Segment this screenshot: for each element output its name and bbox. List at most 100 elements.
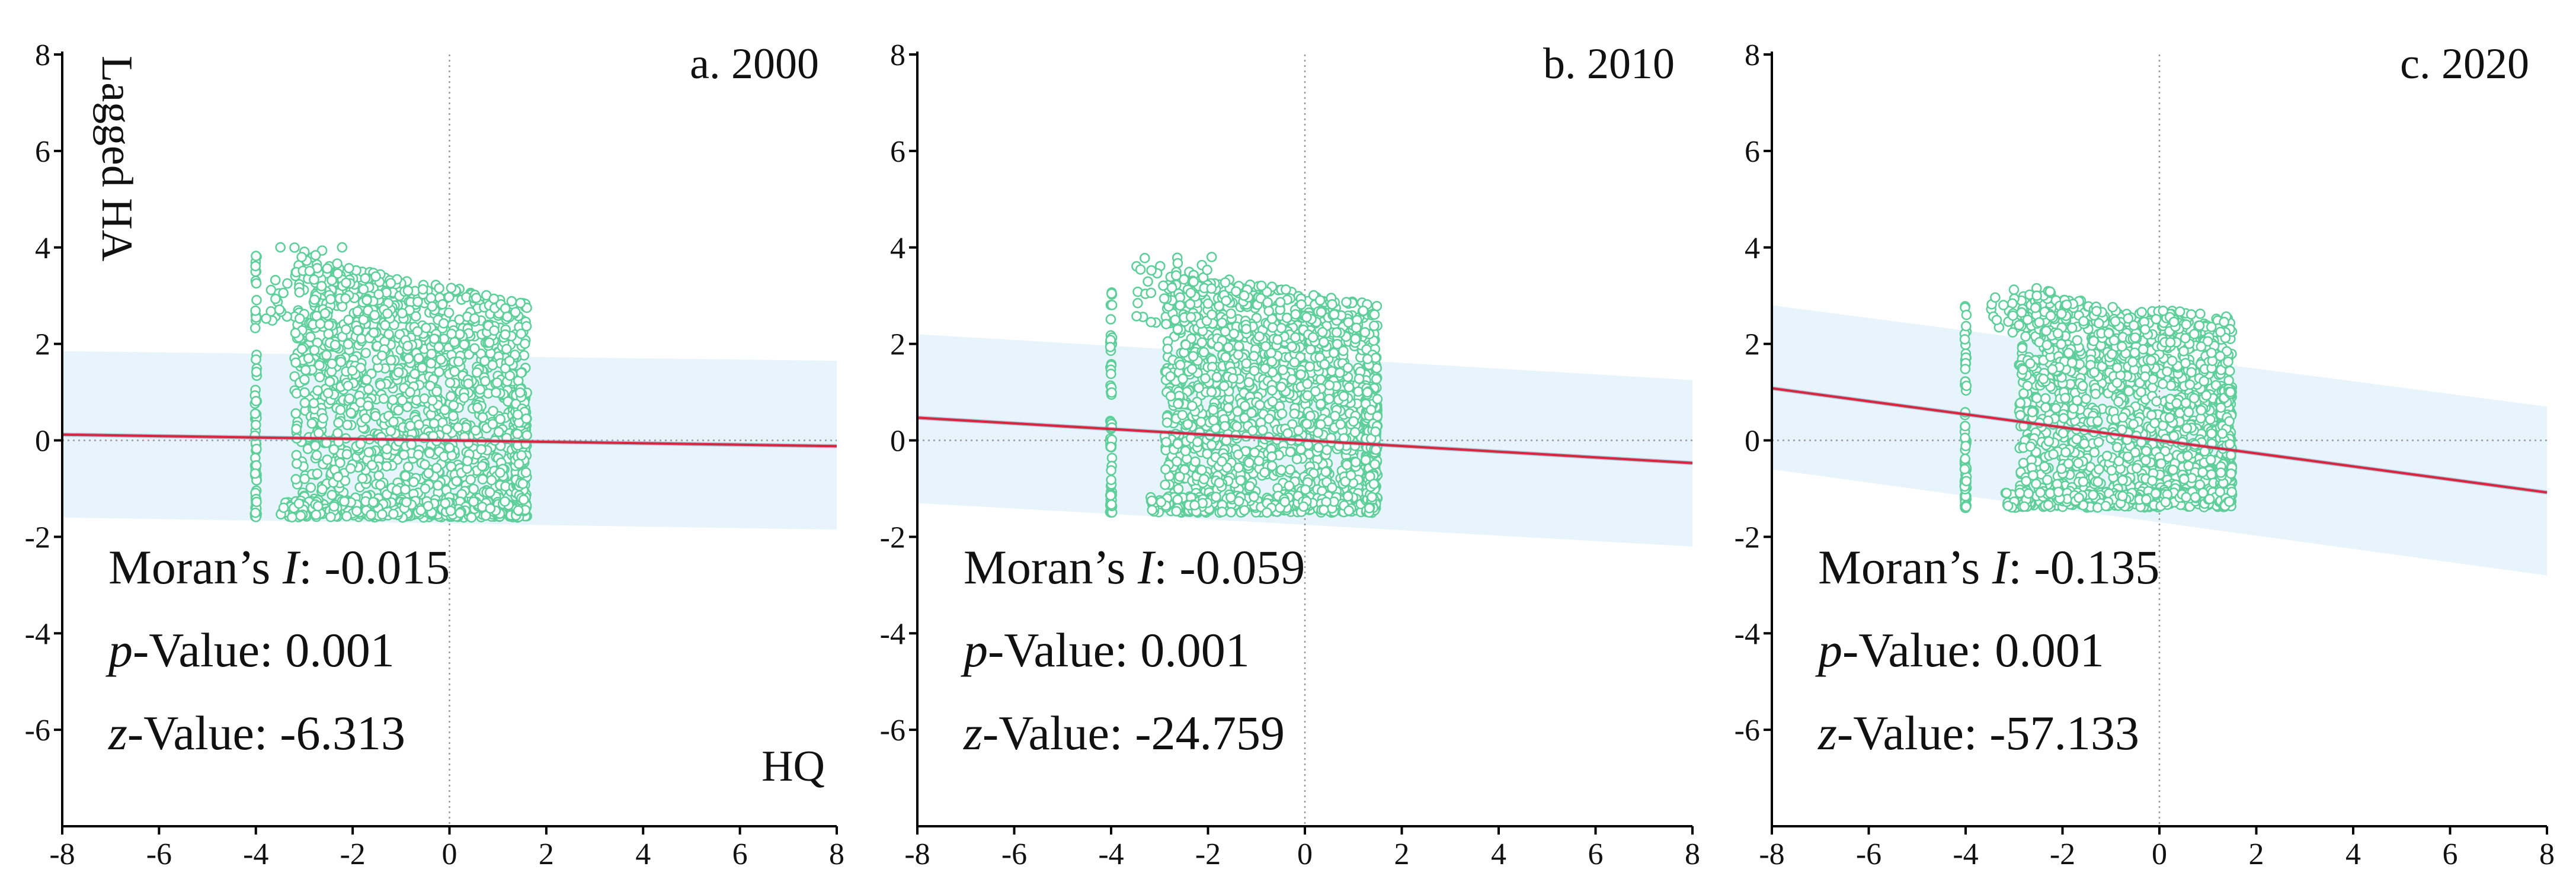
scatter-point [521, 413, 532, 424]
scatter-point [329, 339, 341, 351]
scatter-point [361, 374, 372, 385]
scatter-point [1316, 307, 1327, 317]
scatter-point [1304, 361, 1316, 372]
scatter-point [1287, 374, 1297, 385]
scatter-point [471, 293, 482, 303]
scatter-point [477, 474, 488, 485]
scatter-point [412, 296, 423, 307]
scatter-point [488, 406, 498, 416]
scatter-point [428, 418, 440, 429]
scatter-point [335, 457, 345, 469]
scatter-point [1156, 496, 1167, 508]
scatter-point [1196, 464, 1207, 476]
y-tick-label: 4 [890, 232, 905, 265]
scatter-point [278, 502, 289, 514]
scatter-point [516, 328, 527, 339]
scatter-point [487, 360, 498, 371]
scatter-point [312, 385, 323, 396]
scatter-point [1320, 466, 1331, 477]
morans-i-text: Moran’s I: -0.059 [964, 540, 1305, 594]
scatter-point [1342, 460, 1352, 470]
scatter-point [1369, 459, 1380, 470]
scatter-point [516, 450, 527, 461]
scatter-point [1275, 297, 1286, 308]
scatter-point [412, 326, 423, 337]
scatter-point [512, 428, 523, 439]
scatter-point [1214, 477, 1225, 489]
scatter-point [1143, 276, 1153, 287]
scatter-point [515, 297, 526, 309]
scatter-point [1254, 331, 1265, 342]
scatter-point [1211, 492, 1221, 502]
scatter-point [1140, 252, 1150, 264]
scatter-point [1106, 499, 1117, 510]
scatter-point [296, 344, 308, 355]
scatter-point [1362, 354, 1373, 365]
scatter-point [341, 324, 351, 335]
scatter-point [282, 278, 293, 289]
scatter-point [468, 483, 479, 495]
scatter-point [1276, 381, 1287, 393]
scatter-point [309, 345, 320, 356]
scatter-point [1244, 481, 1255, 492]
y-axis-title: Lagged HA [92, 56, 141, 261]
scatter-point [328, 501, 340, 512]
scatter-point [1105, 314, 1116, 325]
scatter-point [459, 392, 469, 403]
scatter-point [441, 423, 452, 435]
scatter-point [1345, 470, 1356, 481]
scatter-point [1278, 364, 1288, 376]
scatter-point [1243, 377, 1255, 388]
scatter-point [388, 394, 398, 406]
y-tick-label: -4 [880, 617, 905, 651]
y-tick-label: -6 [880, 714, 905, 747]
scatter-point [1331, 327, 1342, 338]
scatter-point [1370, 426, 1381, 437]
scatter-point [1145, 316, 1157, 328]
scatter-point [385, 355, 396, 365]
scatter-point [1132, 297, 1143, 309]
scatter-point [1293, 425, 1304, 436]
scatter-point [1298, 501, 1309, 512]
scatter-point [1231, 421, 1242, 432]
scatter-point [373, 289, 384, 300]
morans-i-text: Moran’s I: -0.015 [108, 540, 450, 594]
scatter-point [1260, 363, 1271, 374]
scatter-point [1369, 309, 1380, 320]
scatter-point [486, 474, 497, 486]
scatter-point [1106, 300, 1118, 310]
scatter-point [306, 418, 318, 429]
scatter-point [1220, 421, 1230, 432]
scatter-point [290, 357, 301, 368]
scatter-point [1233, 349, 1244, 360]
scatter-point [477, 412, 488, 423]
y-tick-label: 6 [35, 135, 50, 169]
scatter-point [429, 333, 440, 344]
scatter-point [1367, 492, 1377, 503]
scatter-point [1161, 417, 1173, 428]
scatter-point [379, 320, 391, 331]
p-value-text: p-Value: 0.001 [105, 623, 395, 677]
scatter-point [1185, 312, 1196, 323]
scatter-point [1259, 467, 1270, 478]
scatter-point [251, 367, 262, 377]
scatter-point [1131, 311, 1142, 322]
scatter-point [1276, 322, 1287, 333]
scatter-point [290, 408, 302, 419]
scatter-point [1266, 460, 1278, 471]
scatter-point [1223, 342, 1234, 353]
scatter-point [1206, 386, 1217, 397]
y-tick-label: 2 [35, 328, 50, 362]
scatter-point [2157, 378, 2168, 390]
scatter-point [360, 348, 372, 358]
scatter-point [1343, 381, 1355, 393]
scatter-point [341, 277, 351, 288]
scatter-point [1329, 309, 1340, 320]
scatter-point [1180, 339, 1191, 350]
scatter-point [1106, 368, 1116, 380]
scatter-point [1146, 265, 1157, 276]
scatter-point [1106, 387, 1117, 398]
scatter-point [1266, 451, 1277, 462]
scatter-point [470, 425, 481, 436]
scatter-point [312, 468, 323, 479]
